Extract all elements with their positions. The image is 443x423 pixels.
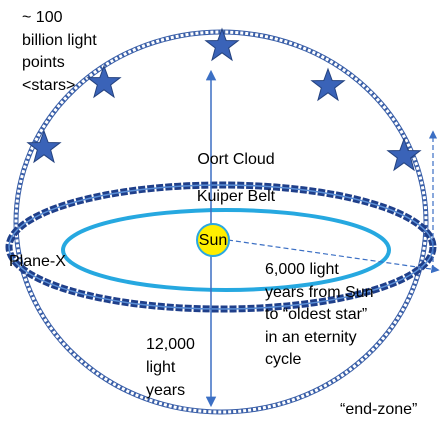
distance-label: years from Sun bbox=[265, 284, 373, 301]
outer-boundary bbox=[16, 32, 426, 412]
stars bbox=[28, 29, 420, 170]
distance-label: 6,000 light bbox=[265, 261, 339, 278]
end-zone-label: “end-zone” bbox=[340, 401, 417, 418]
stars-label: ~ 100 bbox=[22, 9, 63, 26]
distance-label: to “oldest star” bbox=[265, 306, 367, 323]
distance-label: in an eternity bbox=[265, 329, 357, 346]
stars-label: billion light bbox=[22, 32, 97, 49]
diameter-label: 12,000 bbox=[146, 336, 195, 353]
star bbox=[312, 69, 344, 100]
star bbox=[28, 131, 60, 162]
diameter-label: light bbox=[146, 359, 176, 376]
distance-label: cycle bbox=[265, 351, 302, 368]
oort-label: Oort Cloud bbox=[197, 151, 274, 168]
plane-label: Plane-X bbox=[9, 253, 66, 270]
star bbox=[88, 66, 120, 97]
diameter-label: years bbox=[146, 382, 185, 399]
sun-label: Sun bbox=[199, 232, 227, 249]
diagram: Sun ~ 100 billion light points <stars> O… bbox=[0, 0, 443, 423]
stars-label: points bbox=[22, 54, 65, 71]
kuiper-label: Kuiper Belt bbox=[197, 188, 276, 205]
stars-label: <stars> bbox=[22, 77, 75, 94]
